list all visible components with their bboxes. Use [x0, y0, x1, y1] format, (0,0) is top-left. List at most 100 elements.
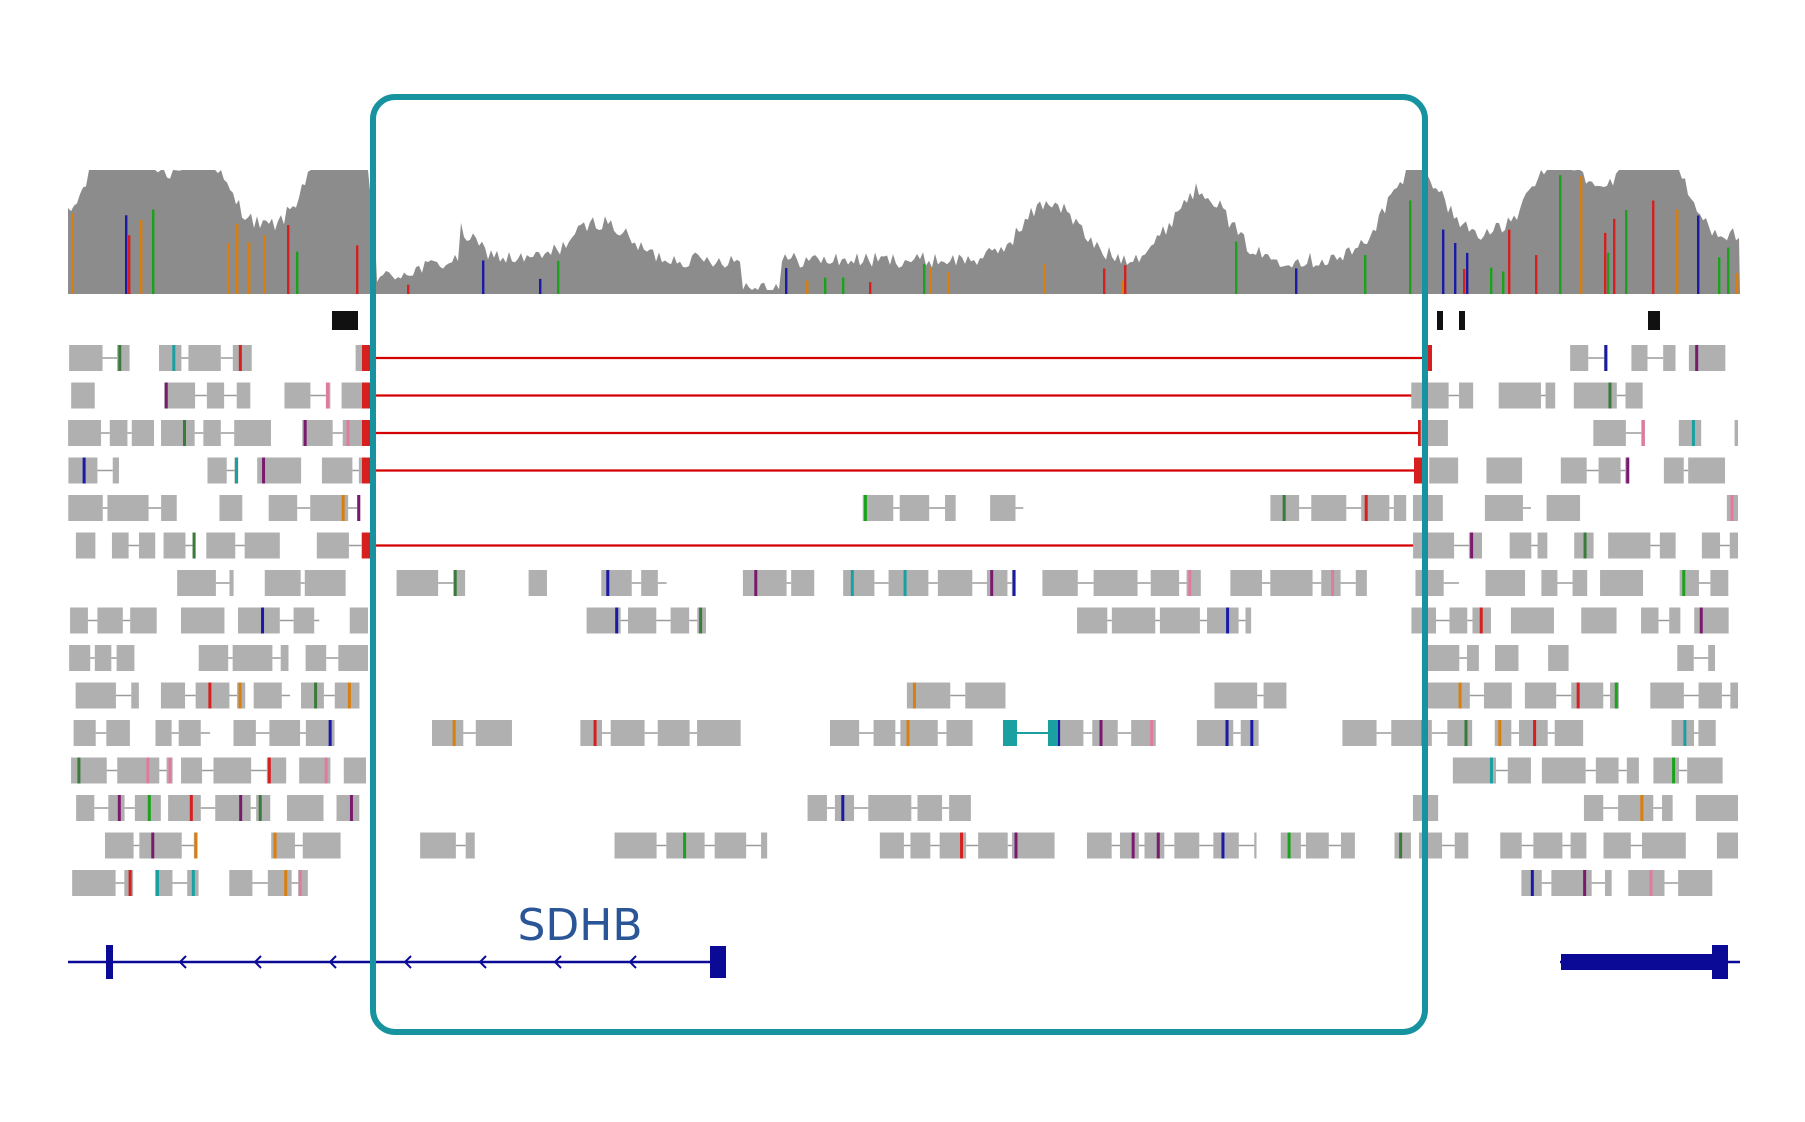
read-block: [1507, 757, 1531, 784]
read-block: [1554, 720, 1584, 746]
read-block: [1240, 720, 1259, 746]
mismatch-mark: [452, 720, 456, 746]
mismatch-mark: [346, 420, 350, 446]
read-block: [868, 795, 912, 821]
feature-mark: [332, 311, 358, 330]
read-block: [791, 570, 815, 596]
mismatch-mark: [146, 757, 150, 784]
coverage-variant-bar: [407, 284, 410, 294]
read-block: [1484, 495, 1523, 521]
coverage-variant-bar: [248, 242, 251, 294]
read-block: [1571, 682, 1604, 709]
coverage-variant-bar: [1295, 268, 1298, 294]
read-block: [198, 645, 229, 671]
read-block: [1541, 570, 1558, 596]
read-block: [1393, 495, 1407, 521]
read-block: [117, 757, 160, 784]
read-block: [104, 832, 134, 859]
mismatch-mark: [683, 832, 687, 859]
mismatch-mark: [1695, 345, 1699, 371]
mismatch-mark: [189, 795, 193, 821]
mismatch-mark: [1250, 720, 1254, 746]
gene-track[interactable]: [68, 945, 1740, 979]
read-block: [949, 795, 971, 821]
coverage-area: [68, 170, 1740, 294]
mismatch-mark: [1608, 382, 1612, 409]
read-block: [1207, 607, 1239, 634]
read-block: [1429, 457, 1459, 484]
read-block: [1671, 720, 1695, 746]
coverage-variant-bar: [806, 280, 809, 294]
mismatch-mark: [303, 420, 307, 446]
read-block: [1494, 720, 1512, 746]
coverage-variant-bar: [1454, 242, 1457, 294]
mismatch-mark: [1479, 607, 1483, 634]
read-block: [94, 645, 112, 671]
read-block: [937, 570, 973, 596]
feature-mark: [1437, 311, 1443, 330]
read-block: [97, 607, 123, 634]
mismatch-mark: [151, 832, 155, 859]
coverage-variant-bar: [287, 225, 290, 294]
coverage-variant-bar: [1124, 265, 1127, 294]
read-block: [1572, 570, 1588, 596]
read-block: [1500, 832, 1522, 859]
read-block: [1694, 607, 1729, 634]
mismatch-mark: [1464, 720, 1468, 746]
mismatch-mark: [1682, 570, 1686, 596]
coverage-variant-bar: [1559, 175, 1562, 294]
mismatch-mark: [261, 607, 265, 634]
read-block: [161, 420, 195, 446]
coverage-variant-bar: [128, 235, 131, 294]
read-block: [614, 832, 657, 859]
read-block: [1159, 607, 1200, 634]
read-block: [177, 570, 216, 596]
insertion-mark: [1048, 720, 1058, 746]
read-block: [1687, 757, 1723, 784]
read-block: [1213, 832, 1239, 859]
mismatch-mark: [326, 382, 330, 409]
read-block: [75, 532, 96, 559]
read-block: [1628, 870, 1665, 896]
read-block: [1280, 832, 1301, 859]
mismatch-mark: [1012, 570, 1016, 596]
read-block: [302, 420, 333, 446]
read-block: [1524, 682, 1557, 709]
alignment-track[interactable]: [68, 345, 1738, 896]
mismatch-mark: [606, 570, 610, 596]
gene-label: SDHB: [517, 900, 642, 951]
read-block: [349, 607, 368, 634]
strand-arrow: [328, 955, 337, 969]
highlight-box: [370, 94, 1428, 1035]
read-block: [1111, 607, 1156, 634]
read-block: [965, 682, 1006, 709]
coverage-track[interactable]: [68, 170, 1740, 294]
read-block: [1174, 832, 1200, 859]
read-block: [159, 345, 182, 371]
read-block: [1695, 795, 1738, 821]
read-block: [139, 832, 182, 859]
read-block: [1093, 570, 1138, 596]
read-block: [112, 457, 119, 484]
mismatch-mark: [349, 795, 353, 821]
mismatch-mark: [155, 870, 159, 896]
read-block: [1663, 345, 1676, 371]
read-block: [1583, 795, 1604, 821]
read-block: [73, 720, 96, 746]
read-block: [697, 720, 741, 746]
mismatch-mark: [1649, 870, 1653, 896]
mismatch-mark: [1626, 457, 1630, 484]
coverage-variant-bar: [140, 220, 143, 294]
mismatch-mark: [1156, 832, 1160, 859]
read-block: [670, 607, 690, 634]
read-block: [1459, 382, 1474, 409]
coverage-variant-bar: [947, 272, 950, 294]
feature-mark: [1648, 311, 1660, 330]
read-end-block: [362, 345, 370, 371]
read-block: [280, 645, 289, 671]
coverage-variant-bar: [263, 235, 266, 294]
read-block: [253, 682, 282, 709]
coverage-variant-bar: [929, 267, 932, 294]
coverage-variant-bar: [1625, 210, 1628, 294]
